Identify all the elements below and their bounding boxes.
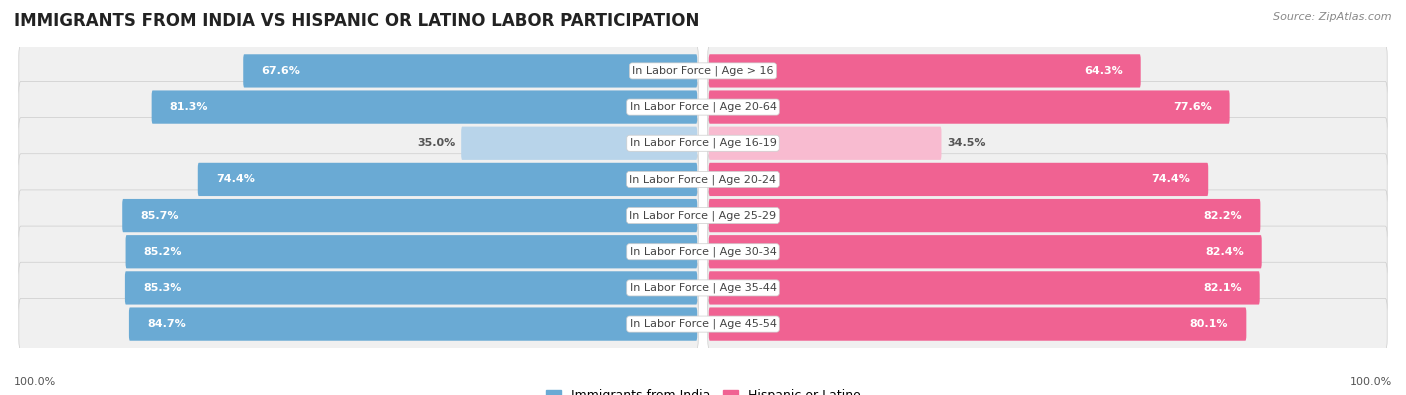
Text: 34.5%: 34.5% (948, 138, 986, 148)
Text: 85.3%: 85.3% (143, 283, 181, 293)
FancyBboxPatch shape (129, 307, 697, 341)
FancyBboxPatch shape (18, 45, 699, 97)
FancyBboxPatch shape (122, 199, 697, 232)
FancyBboxPatch shape (18, 190, 699, 241)
Text: 100.0%: 100.0% (14, 377, 56, 387)
Text: 74.4%: 74.4% (215, 175, 254, 184)
FancyBboxPatch shape (18, 262, 699, 314)
Text: 82.1%: 82.1% (1204, 283, 1241, 293)
Text: In Labor Force | Age 35-44: In Labor Force | Age 35-44 (630, 283, 776, 293)
FancyBboxPatch shape (707, 118, 1388, 169)
Text: IMMIGRANTS FROM INDIA VS HISPANIC OR LATINO LABOR PARTICIPATION: IMMIGRANTS FROM INDIA VS HISPANIC OR LAT… (14, 12, 699, 30)
FancyBboxPatch shape (707, 298, 1388, 350)
Text: 85.2%: 85.2% (143, 247, 181, 257)
FancyBboxPatch shape (18, 298, 699, 350)
Text: Source: ZipAtlas.com: Source: ZipAtlas.com (1274, 12, 1392, 22)
Text: In Labor Force | Age 30-34: In Labor Force | Age 30-34 (630, 246, 776, 257)
FancyBboxPatch shape (18, 226, 699, 277)
Text: In Labor Force | Age 20-64: In Labor Force | Age 20-64 (630, 102, 776, 112)
FancyBboxPatch shape (18, 118, 699, 169)
FancyBboxPatch shape (18, 154, 699, 205)
FancyBboxPatch shape (461, 127, 697, 160)
Text: In Labor Force | Age > 16: In Labor Force | Age > 16 (633, 66, 773, 76)
FancyBboxPatch shape (707, 262, 1388, 314)
FancyBboxPatch shape (125, 235, 697, 268)
FancyBboxPatch shape (243, 54, 697, 88)
Text: 81.3%: 81.3% (170, 102, 208, 112)
Text: 77.6%: 77.6% (1173, 102, 1212, 112)
FancyBboxPatch shape (709, 271, 1260, 305)
FancyBboxPatch shape (198, 163, 697, 196)
Text: In Labor Force | Age 16-19: In Labor Force | Age 16-19 (630, 138, 776, 149)
Text: 100.0%: 100.0% (1350, 377, 1392, 387)
Text: In Labor Force | Age 25-29: In Labor Force | Age 25-29 (630, 210, 776, 221)
FancyBboxPatch shape (709, 307, 1246, 341)
FancyBboxPatch shape (709, 54, 1140, 88)
Text: 80.1%: 80.1% (1189, 319, 1229, 329)
FancyBboxPatch shape (709, 163, 1208, 196)
FancyBboxPatch shape (709, 90, 1230, 124)
Text: In Labor Force | Age 45-54: In Labor Force | Age 45-54 (630, 319, 776, 329)
Text: 64.3%: 64.3% (1084, 66, 1123, 76)
FancyBboxPatch shape (707, 190, 1388, 241)
FancyBboxPatch shape (709, 199, 1260, 232)
Text: 85.7%: 85.7% (141, 211, 179, 220)
FancyBboxPatch shape (18, 81, 699, 133)
FancyBboxPatch shape (707, 45, 1388, 97)
FancyBboxPatch shape (709, 127, 942, 160)
Text: 67.6%: 67.6% (262, 66, 299, 76)
Text: 82.2%: 82.2% (1204, 211, 1243, 220)
FancyBboxPatch shape (707, 81, 1388, 133)
FancyBboxPatch shape (152, 90, 697, 124)
Text: 35.0%: 35.0% (418, 138, 456, 148)
Text: In Labor Force | Age 20-24: In Labor Force | Age 20-24 (630, 174, 776, 185)
FancyBboxPatch shape (125, 271, 697, 305)
Text: 74.4%: 74.4% (1152, 175, 1191, 184)
Text: 84.7%: 84.7% (146, 319, 186, 329)
FancyBboxPatch shape (709, 235, 1261, 268)
FancyBboxPatch shape (707, 226, 1388, 277)
FancyBboxPatch shape (707, 154, 1388, 205)
Legend: Immigrants from India, Hispanic or Latino: Immigrants from India, Hispanic or Latin… (541, 384, 865, 395)
Text: 82.4%: 82.4% (1205, 247, 1244, 257)
